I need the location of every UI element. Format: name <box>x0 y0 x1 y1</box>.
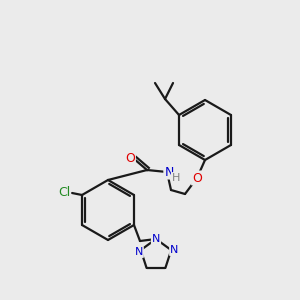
Text: N: N <box>164 166 174 178</box>
Text: N: N <box>135 247 143 257</box>
Text: O: O <box>192 172 202 184</box>
Text: N: N <box>170 245 178 255</box>
Text: H: H <box>172 173 180 183</box>
Text: Cl: Cl <box>58 187 70 200</box>
Text: N: N <box>152 234 160 244</box>
Text: O: O <box>125 152 135 164</box>
